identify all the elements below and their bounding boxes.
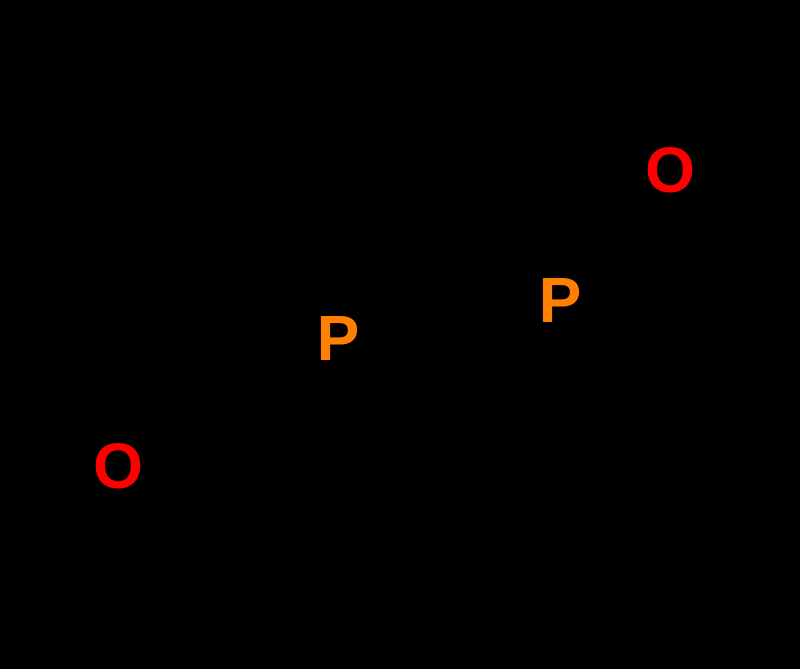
- bond: [560, 495, 670, 560]
- oxygen-atom-label: O: [93, 430, 143, 502]
- oxygen-atom-label: O: [645, 134, 695, 206]
- bond: [448, 312, 526, 338]
- bond: [670, 235, 780, 298]
- phosphorus-atom-label: P: [317, 302, 360, 374]
- molecule-diagram: OPPO: [0, 0, 800, 669]
- bond: [591, 235, 670, 282]
- phosphorus-atom-label: P: [539, 264, 582, 336]
- bond: [228, 272, 307, 319]
- bond: [228, 369, 320, 532]
- bond: [118, 82, 228, 145]
- bonds-layer: [118, 0, 780, 669]
- atoms-layer: OPPO: [93, 134, 695, 502]
